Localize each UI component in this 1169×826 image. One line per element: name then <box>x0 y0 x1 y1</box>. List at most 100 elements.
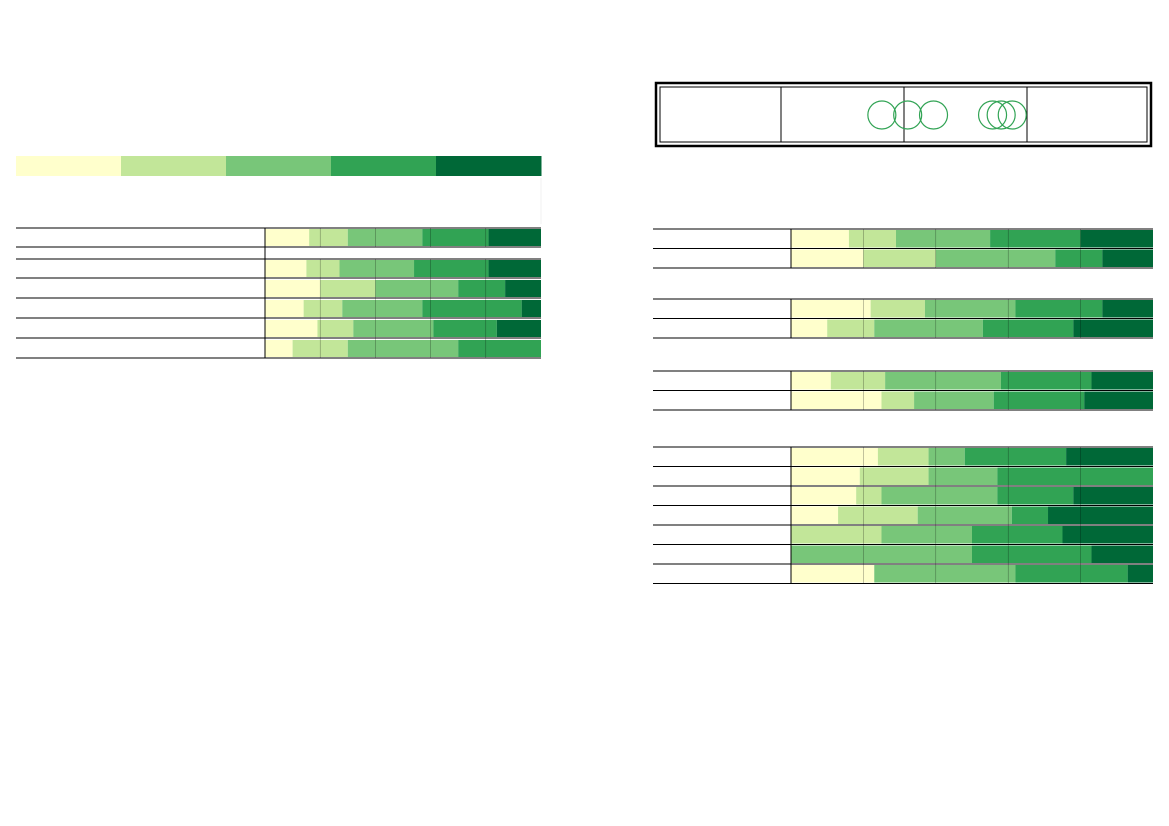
right-row-6-seg-3 <box>914 391 994 409</box>
left-row-6-seg-4 <box>458 340 541 357</box>
right-row-2-seg-5 <box>1102 249 1153 267</box>
right-row-5-seg-5 <box>1091 372 1153 390</box>
right-row-5-seg-1 <box>791 372 831 390</box>
left-row-3-seg-1 <box>265 280 321 297</box>
right-stacked-bar-chart <box>653 228 1153 584</box>
panel-circle-marker-6 <box>997 100 1027 130</box>
right-row-7-seg-3 <box>928 448 965 466</box>
right-row-13-seg-3 <box>874 565 1016 583</box>
right-row-5-seg-2 <box>830 372 886 390</box>
panel-circle-marker-1 <box>867 100 897 130</box>
right-row-3-seg-1 <box>791 300 871 318</box>
left-row-2-seg-2 <box>306 260 340 277</box>
left-row-5-seg-5 <box>496 320 541 337</box>
circle-marker-panel <box>654 81 1153 148</box>
left-row-4-seg-2 <box>303 300 343 317</box>
left-row-1-seg-1 <box>265 229 310 246</box>
legend-swatch-2 <box>121 156 227 176</box>
right-row-4-seg-4 <box>982 319 1074 337</box>
right-row-4-seg-1 <box>791 319 828 337</box>
panel-outer-border <box>654 81 1153 148</box>
left-row-3-seg-3 <box>375 280 459 297</box>
color-scale-legend <box>16 156 542 224</box>
right-row-10-seg-5 <box>1048 506 1153 524</box>
right-row-4-seg-2 <box>827 319 875 337</box>
left-row-1-seg-4 <box>422 229 489 246</box>
right-row-1-seg-3 <box>895 230 991 248</box>
right-row-1-seg-5 <box>1080 230 1153 248</box>
right-row-3-seg-3 <box>924 300 1016 318</box>
panel-circle-marker-2 <box>893 100 923 130</box>
right-row-9-seg-1 <box>791 487 857 505</box>
left-row-1-seg-3 <box>347 229 423 246</box>
left-row-5-seg-2 <box>317 320 354 337</box>
left-stacked-bar-chart <box>16 227 541 359</box>
right-row-9-seg-3 <box>881 487 998 505</box>
panel-circle-marker-4 <box>977 100 1008 130</box>
left-row-3-seg-5 <box>505 280 541 297</box>
right-row-1-seg-1 <box>791 230 849 248</box>
right-row-2-seg-2 <box>863 249 936 267</box>
right-row-2-seg-4 <box>1055 249 1103 267</box>
right-row-6-seg-4 <box>993 391 1085 409</box>
right-row-12-seg-5 <box>1091 545 1153 563</box>
right-row-11-seg-5 <box>1062 526 1153 544</box>
panel-circle-marker-3 <box>918 100 949 130</box>
right-row-8-seg-4 <box>997 467 1153 485</box>
right-row-10-seg-3 <box>917 506 1012 524</box>
panel-circle-marker-5 <box>986 100 1016 130</box>
right-row-12-seg-4 <box>972 545 1092 563</box>
right-row-10-seg-1 <box>791 506 839 524</box>
left-row-3-seg-2 <box>320 280 376 297</box>
right-row-4-seg-3 <box>874 319 983 337</box>
right-row-8-seg-1 <box>791 467 860 485</box>
right-row-1-seg-4 <box>990 230 1081 248</box>
right-row-6-seg-2 <box>881 391 915 409</box>
right-row-11-seg-4 <box>972 526 1063 544</box>
left-row-6-seg-1 <box>265 340 293 357</box>
left-row-5-seg-4 <box>433 320 497 337</box>
right-row-11-seg-2 <box>791 526 882 544</box>
right-row-10-seg-2 <box>838 506 918 524</box>
right-row-3-seg-2 <box>870 300 925 318</box>
right-row-6-seg-5 <box>1084 391 1153 409</box>
legend-swatch-5 <box>436 156 542 176</box>
left-row-3-seg-4 <box>458 280 506 297</box>
right-row-12-seg-3 <box>791 545 972 563</box>
left-row-2-seg-3 <box>339 260 415 277</box>
right-row-9-seg-4 <box>997 487 1074 505</box>
right-row-6-seg-1 <box>791 391 882 409</box>
right-row-3-seg-5 <box>1102 300 1153 318</box>
legend-swatch-1 <box>16 156 122 176</box>
right-row-9-seg-2 <box>856 487 882 505</box>
right-row-2-seg-3 <box>935 249 1056 267</box>
right-row-7-seg-5 <box>1066 448 1153 466</box>
left-row-2-seg-5 <box>488 260 541 277</box>
right-row-5-seg-4 <box>1000 372 1092 390</box>
right-row-3-seg-4 <box>1015 300 1103 318</box>
left-row-4-seg-1 <box>265 300 304 317</box>
left-row-4-seg-3 <box>342 300 423 317</box>
left-row-4-seg-5 <box>521 300 541 317</box>
left-row-6-seg-3 <box>347 340 459 357</box>
right-row-11-seg-3 <box>881 526 972 544</box>
right-row-5-seg-3 <box>885 372 1001 390</box>
right-row-13-seg-4 <box>1015 565 1128 583</box>
right-row-13-seg-5 <box>1127 565 1153 583</box>
left-row-1-seg-5 <box>488 229 541 246</box>
left-row-5-seg-1 <box>265 320 318 337</box>
right-row-2-seg-1 <box>791 249 864 267</box>
left-row-5-seg-3 <box>353 320 434 337</box>
right-row-8-seg-3 <box>928 467 998 485</box>
right-row-8-seg-2 <box>859 467 929 485</box>
legend-swatch-3 <box>226 156 332 176</box>
legend-swatch-4 <box>331 156 437 176</box>
right-row-1-seg-2 <box>848 230 896 248</box>
left-row-2-seg-1 <box>265 260 307 277</box>
right-row-9-seg-5 <box>1073 487 1153 505</box>
right-row-13-seg-1 <box>791 565 875 583</box>
right-row-4-seg-5 <box>1073 319 1153 337</box>
left-row-1-seg-2 <box>309 229 348 246</box>
right-row-10-seg-4 <box>1011 506 1049 524</box>
right-row-7-seg-4 <box>964 448 1067 466</box>
